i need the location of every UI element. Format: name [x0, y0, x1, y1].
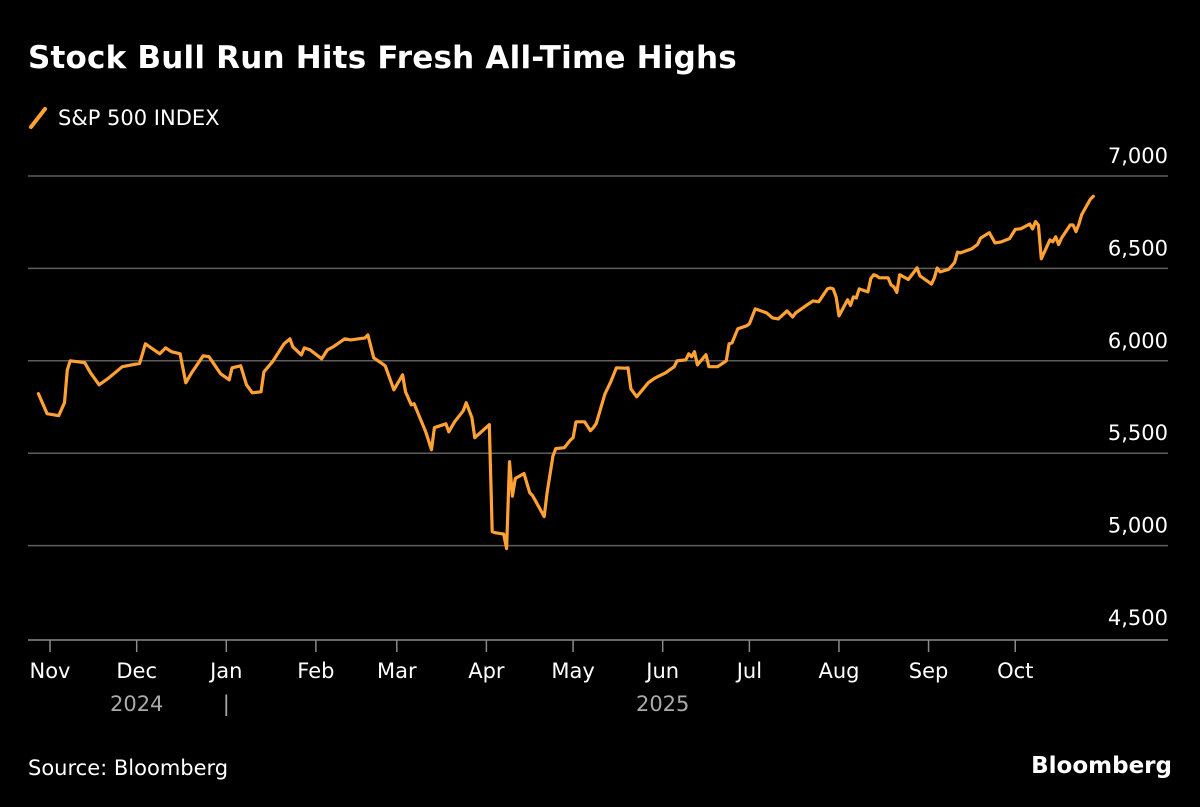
y-tick-label: 7,000 [1108, 144, 1168, 168]
legend-slash-icon [29, 107, 47, 129]
y-axis: 7,000 6,500 6,000 5,500 5,000 4,500 [1108, 144, 1168, 630]
legend-label: S&P 500 INDEX [58, 106, 220, 130]
x-tick-label: May [551, 659, 594, 683]
year-label: 2024 [110, 692, 163, 716]
x-axis: Nov Dec Jan Feb Mar Apr May Jun Jul Aug Sep Oct 2024… [28, 639, 1168, 717]
series-line-sp500 [36, 194, 1095, 551]
x-tick-label: Sep [909, 659, 949, 683]
y-tick-label: 5,500 [1108, 421, 1168, 445]
x-tick-label: Feb [297, 659, 334, 683]
y-tick-label: 5,000 [1108, 514, 1168, 538]
bloomberg-logo: Bloomberg [1031, 753, 1172, 779]
year-label: | [223, 692, 230, 717]
chart-title: Stock Bull Run Hits Fresh All-Time Highs [28, 40, 737, 76]
x-tick-label: Jan [208, 659, 242, 683]
legend: S&P 500 INDEX [28, 106, 220, 130]
x-tick-label: Mar [377, 659, 417, 683]
x-tick-label: Nov [30, 659, 71, 683]
x-tick-label: Dec [116, 659, 157, 683]
x-tick-label: Apr [468, 659, 505, 683]
y-tick-label: 4,500 [1108, 606, 1168, 630]
y-tick-label: 6,500 [1108, 236, 1168, 260]
x-tick-label: Jul [735, 659, 762, 683]
gridlines [28, 175, 1168, 547]
x-tick-label: Oct [997, 659, 1033, 683]
year-label: 2025 [636, 692, 689, 716]
source-note: Source: Bloomberg [28, 756, 229, 780]
y-tick-label: 6,000 [1108, 329, 1168, 353]
x-tick-label: Aug [818, 659, 859, 683]
x-tick-label: Jun [644, 659, 679, 683]
